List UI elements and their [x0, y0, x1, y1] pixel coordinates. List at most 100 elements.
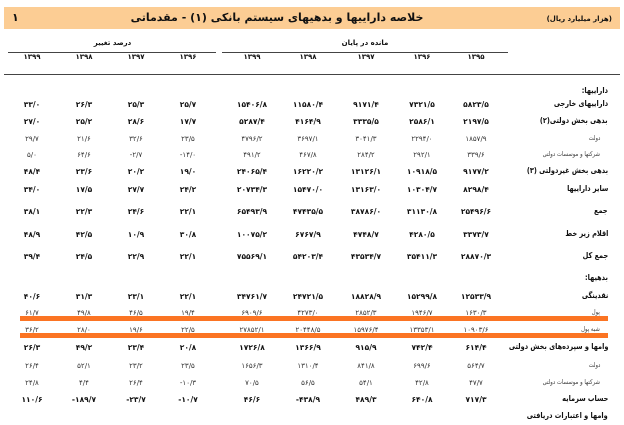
change-cell: ۲۵/۳	[127, 100, 145, 109]
balance-cell: ۲۸۸۷۰/۳	[460, 252, 492, 261]
balance-cell: ۶۷۶۷/۹	[295, 230, 321, 239]
row-label: جمع کل	[582, 251, 608, 260]
balance-cell: ۱۳۱۲۶/۱	[350, 167, 382, 176]
year-header-balance: ۱۳۹۵	[467, 53, 485, 61]
year-header-balance: ۱۳۹۹	[243, 53, 261, 61]
change-cell: ۲۷/۷	[127, 185, 145, 194]
change-cell: ۲۰/۲	[127, 167, 145, 176]
balance-cell: ۱۵۴۷۰/۰	[292, 185, 324, 194]
balance-cell: ۵۶۴/۷	[467, 362, 485, 370]
change-cell: ۲۲/۳	[75, 207, 93, 216]
change-cell: ۱۰/۹	[127, 230, 145, 239]
balance-cell: ۱۷۲۶/۸	[239, 343, 265, 352]
table-row: شرکتها و موسسات دولتی ۴۷/۷ ۴۲/۸ ۵۴/۱ ۵۶/۵ ۷۰/…	[0, 378, 624, 392]
change-cell: ۳۹/۴	[23, 252, 41, 261]
balance-cell: ۱۰۹۰۳/۶	[463, 326, 489, 334]
table-row: جمع کل ۲۸۸۷۰/۳ ۳۵۴۱۱/۳ ۴۳۵۳۴/۷ ۵۴۲۰۳/۴ ۷۵۵۶۹/…	[0, 251, 624, 265]
row-label: حساب سرمایه	[561, 394, 608, 403]
balance-cell: ۴۶۷/۸	[299, 151, 317, 159]
table-row: بدهیها:	[0, 273, 624, 287]
change-cell: ۶۴/۶	[77, 151, 91, 159]
change-cell: ۲۱/۶	[77, 135, 91, 143]
balance-cell: ۳۳۹/۶	[467, 151, 485, 159]
group-header-balance: مانده در پایان	[341, 39, 389, 47]
change-cell: ۴/۴	[79, 379, 89, 387]
change-cell: ۲۲/۹	[127, 252, 145, 261]
balance-cell: ۱۶۲۲۰/۲	[292, 167, 324, 176]
change-cell: ۲۰/۸	[179, 343, 197, 352]
year-header-balance: ۱۳۹۷	[357, 53, 375, 61]
change-cell: ۲۸/۰	[77, 326, 91, 334]
change-cell: ۴۲/۵	[75, 230, 93, 239]
balance-cell: ۵۸۲۳/۵	[463, 100, 489, 109]
balance-cell: ۹۱۵/۹	[355, 343, 377, 352]
change-cell: ۲۳/۱	[127, 292, 145, 301]
balance-cell: ۶۹۹/۶	[413, 362, 431, 370]
balance-cell: ۳۰۴۱/۳	[355, 135, 377, 143]
balance-cell: ۱۲۵۳۳/۹	[460, 292, 492, 301]
balance-cell: ۱۳۱۶۳/۰	[350, 185, 382, 194]
change-cell: ۲۶/۴	[25, 362, 39, 370]
change-cell: ۵/۰	[27, 151, 37, 159]
header-rule	[4, 74, 620, 75]
change-cell: ۴۸/۹	[23, 230, 41, 239]
balance-cell: ۲۲۹۴/۰	[411, 135, 433, 143]
table-row: وامها و سپرده‌های بخش دولتی ۶۱۴/۴ ۷۴۲/۴ ۹۱۵…	[0, 342, 624, 356]
change-cell: -۲۳/۷	[126, 395, 146, 404]
balance-cell: ۹۱۷۱/۴	[353, 100, 379, 109]
balance-cell: ۴۷۴۸/۷	[353, 230, 379, 239]
row-label: وامها و سپرده‌های بخش دولتی	[508, 342, 608, 351]
balance-cell: ۳۸۷۸۶/۰	[350, 207, 382, 216]
balance-cell: ۷۱۷/۳	[465, 395, 487, 404]
change-cell: ۳۰/۸	[179, 230, 197, 239]
balance-cell: ۲۱۹۷/۵	[463, 117, 489, 126]
change-cell: ۲۸/۶	[127, 117, 145, 126]
change-cell: -۱۰/۷	[178, 395, 198, 404]
balance-cell: ۲۴۷۲۱/۵	[292, 292, 324, 301]
balance-cell: ۱۰۹۱۸/۵	[406, 167, 438, 176]
table-row: پول ۱۶۳۰/۳ ۱۹۴۶/۷ ۲۸۵۲/۳ ۴۲۷۳/۰ ۶۹۰۹/۶ ۱۹/۴ ۴۶/…	[0, 308, 624, 322]
group-header-change: درصد تغییر	[93, 39, 132, 47]
balance-cell: ۲۰۴۴۸/۵	[295, 326, 321, 334]
balance-cell: ۴۷۹۶/۲	[241, 135, 263, 143]
change-cell: ۳۳/۰	[23, 100, 41, 109]
table-row: وامها و اعتبارات دریافتی	[0, 411, 624, 425]
change-cell: ۲۶/۳	[75, 100, 93, 109]
balance-cell: ۱۵۹۷۶/۴	[353, 326, 379, 334]
balance-cell: ۱۱۵۸۰/۴	[292, 100, 324, 109]
balance-cell: ۴۶/۶	[243, 395, 261, 404]
change-cell: -۱۸۹/۷	[71, 395, 97, 404]
balance-cell: ۳۳۷۳/۷	[463, 230, 489, 239]
change-cell: ۲۵/۷	[179, 100, 197, 109]
change-cell: ۲۲/۱	[179, 207, 197, 216]
balance-cell: ۳۱۱۳۰/۸	[406, 207, 438, 216]
change-cell: ۲۴/۶	[127, 207, 145, 216]
balance-cell: ۱۳۶۶/۹	[295, 343, 321, 352]
change-cell: ۱۷/۵	[75, 185, 93, 194]
change-cell: ۲۷/۰	[23, 117, 41, 126]
balance-cell: ۴۳۵۳۴/۷	[350, 252, 382, 261]
table-title: خلاصه داراییها و بدهیهای سیستم بانکی (۱)…	[130, 11, 424, 24]
table-row: جمع ۲۵۴۹۶/۶ ۳۱۱۳۰/۸ ۳۸۷۸۶/۰ ۴۷۴۳۵/۵ ۶۵۴۹۳/۹ ۲۲…	[0, 206, 624, 220]
balance-cell: ۲۰۷۳۴/۳	[236, 185, 268, 194]
balance-cell: ۱۸۵۷/۹	[465, 135, 487, 143]
change-cell: ۳۴/۰	[23, 185, 41, 194]
balance-cell: ۴۸۹/۳	[355, 395, 377, 404]
change-cell: ۳۱/۳	[75, 292, 93, 301]
balance-cell: ۴۷۴۳۵/۵	[292, 207, 324, 216]
balance-cell: ۶۴۰/۸	[411, 395, 433, 404]
balance-cell: ۳۶۹۷/۱	[297, 135, 319, 143]
balance-cell: ۴۲۷۳/۰	[297, 309, 319, 317]
balance-cell: ۶۵۴۹۳/۹	[236, 207, 268, 216]
table-row: داراییهای خارجی ۵۸۲۳/۵ ۷۳۲۱/۵ ۹۱۷۱/۴ ۱۱۵۸۰/۴…	[0, 99, 624, 113]
balance-cell: ۲۴۰۶۵/۴	[236, 167, 268, 176]
change-cell: ۲۶/۳	[23, 343, 41, 352]
balance-cell: ۵۲۸۷/۴	[239, 117, 265, 126]
balance-cell: ۸۲۹۸/۴	[463, 185, 489, 194]
table-row: دولت ۵۶۴/۷ ۶۹۹/۶ ۸۴۱/۸ ۱۳۱۰/۴ ۱۶۵۶/۳ ۲۳/۵ ۲۳/۲ ۵…	[0, 361, 624, 375]
change-cell: ۲۳/۴	[127, 343, 145, 352]
change-cell: ۵۲/۱	[77, 362, 91, 370]
change-cell: ۳۶/۲	[25, 326, 39, 334]
balance-cell: ۲۵۴۹۶/۶	[460, 207, 492, 216]
change-cell: ۱۹/۰	[179, 167, 197, 176]
